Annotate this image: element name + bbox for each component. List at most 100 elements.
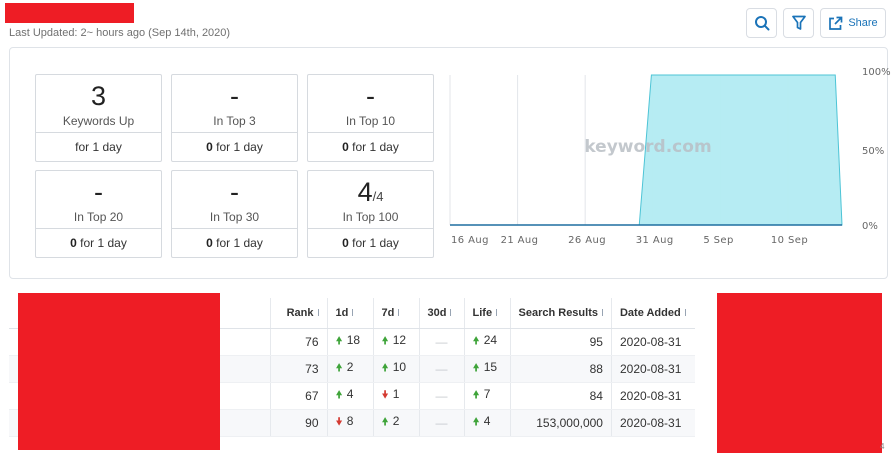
sort-icon	[684, 309, 686, 317]
stat-footer: 0 for 1 day	[36, 228, 161, 257]
change-cell-life: 🠝 7	[463, 382, 510, 410]
last-updated-text: Last Updated: 2~ hours ago (Sep 14th, 20…	[9, 27, 231, 39]
corner-number: 4	[880, 442, 885, 451]
rank-cell: 90	[269, 409, 327, 437]
y-tick-label: 0%	[862, 221, 878, 232]
change-cell-life: 🠝 24	[463, 328, 510, 356]
stat-value: 4/4	[357, 177, 384, 207]
stat-footer: 0 for 1 day	[172, 132, 297, 161]
stat-label: In Top 10	[345, 114, 396, 128]
change-cell-life: 🠝 4	[463, 409, 510, 437]
x-tick-label: 31 Aug	[636, 235, 674, 246]
arrow-up-icon: 🠝	[472, 362, 480, 374]
change-cell-d30: —	[418, 355, 464, 383]
ranking-chart-svg: keyword.com 16 Aug 21 Aug 26 Aug 31 Aug 5 Sep…	[449, 67, 891, 246]
column-header-life[interactable]: Life	[463, 298, 510, 329]
change-cell-life: 🠝 15	[463, 355, 510, 383]
arrow-down-icon: 🠟	[335, 416, 343, 428]
change-value: 12	[392, 333, 407, 347]
sort-icon	[352, 309, 354, 317]
change-value: 10	[392, 360, 407, 374]
filter-button[interactable]	[783, 8, 814, 38]
column-header-search-results[interactable]: Search Results	[509, 298, 612, 329]
stat-card-top-3[interactable]: - In Top 3 0 for 1 day	[171, 74, 298, 162]
arrow-up-icon: 🠝	[381, 335, 389, 347]
column-header-rank[interactable]: Rank	[269, 298, 327, 329]
arrow-up-icon: 🠝	[381, 416, 389, 428]
column-header-1d[interactable]: 1d	[326, 298, 373, 329]
date-added-cell: 2020-08-31	[610, 355, 696, 383]
arrow-up-icon: 🠝	[335, 335, 343, 347]
search-results-cell: 88	[509, 355, 612, 383]
arrow-down-icon: 🠟	[381, 389, 389, 401]
search-button[interactable]	[746, 8, 777, 38]
change-value: 8	[346, 414, 354, 428]
date-added-cell: 2020-08-31	[610, 409, 696, 437]
change-value: 2	[392, 414, 400, 428]
search-results-cell: 153,000,000	[509, 409, 612, 437]
rank-cell: 76	[269, 328, 327, 356]
change-cell-d7: 🠝 12	[372, 328, 419, 356]
change-value: 1	[392, 387, 400, 401]
stat-value: -	[230, 81, 239, 111]
rank-cell: 67	[269, 382, 327, 410]
date-added-cell: 2020-08-31	[610, 382, 696, 410]
stats-panel: 3 Keywords Up for 1 day - In Top 3 0 for…	[9, 47, 891, 279]
redacted-project-name	[5, 3, 134, 23]
sort-icon	[450, 309, 452, 317]
column-header-date-added[interactable]: Date Added	[610, 298, 696, 329]
share-icon	[828, 16, 843, 31]
sort-icon	[496, 309, 498, 317]
share-button[interactable]: Share	[820, 8, 886, 38]
change-cell-d7: 🠝 2	[372, 409, 419, 437]
stat-value: -	[366, 81, 375, 111]
rank-cell: 73	[269, 355, 327, 383]
column-header-30d[interactable]: 30d	[418, 298, 464, 329]
arrow-up-icon: 🠝	[472, 389, 480, 401]
change-cell-d1: 🠝 2	[326, 355, 373, 383]
sort-icon	[317, 309, 319, 317]
change-cell-d7: 🠟 1	[372, 382, 419, 410]
change-cell-d7: 🠝 10	[372, 355, 419, 383]
stat-value: 3	[90, 81, 107, 111]
search-icon	[754, 15, 770, 31]
stat-label: In Top 100	[342, 210, 399, 224]
stat-card-keywords-up[interactable]: 3 Keywords Up for 1 day	[35, 74, 162, 162]
ranking-chart: keyword.com 16 Aug 21 Aug 26 Aug 31 Aug 5 Sep…	[449, 66, 891, 276]
stat-card-top-30[interactable]: - In Top 30 0 for 1 day	[171, 170, 298, 258]
arrow-up-icon: 🠝	[335, 362, 343, 374]
stat-value: -	[94, 177, 103, 207]
change-value: 15	[483, 360, 498, 374]
sort-icon	[398, 309, 400, 317]
change-cell-d1: 🠝 18	[326, 328, 373, 356]
sort-icon	[601, 309, 603, 317]
stat-footer: 0 for 1 day	[172, 228, 297, 257]
change-value: 2	[346, 360, 354, 374]
stat-value: -	[230, 177, 239, 207]
change-cell-d30: —	[418, 328, 464, 356]
filter-icon	[791, 15, 806, 31]
stat-card-top-100[interactable]: 4/4 In Top 100 0 for 1 day	[307, 170, 434, 258]
arrow-up-icon: 🠝	[335, 389, 343, 401]
change-cell-d30: —	[418, 409, 464, 437]
search-results-cell: 95	[509, 328, 612, 356]
stat-label: In Top 3	[213, 114, 256, 128]
y-tick-label: 100%	[862, 67, 891, 78]
column-header-7d[interactable]: 7d	[372, 298, 419, 329]
stat-footer: for 1 day	[36, 132, 161, 161]
search-results-cell: 84	[509, 382, 612, 410]
change-value: 18	[346, 333, 361, 347]
stat-label: In Top 20	[73, 210, 124, 224]
redacted-right-columns	[717, 293, 882, 453]
change-cell-d1: 🠟 8	[326, 409, 373, 437]
stat-footer: 0 for 1 day	[308, 132, 433, 161]
stat-card-top-20[interactable]: - In Top 20 0 for 1 day	[35, 170, 162, 258]
arrow-up-icon: 🠝	[472, 416, 480, 428]
change-value: 7	[483, 387, 491, 401]
change-value: 24	[483, 333, 498, 347]
share-label: Share	[848, 17, 878, 29]
change-value: 4	[346, 387, 354, 401]
stat-card-top-10[interactable]: - In Top 10 0 for 1 day	[307, 74, 434, 162]
x-tick-label: 5 Sep	[703, 235, 733, 246]
y-tick-label: 50%	[862, 146, 884, 157]
